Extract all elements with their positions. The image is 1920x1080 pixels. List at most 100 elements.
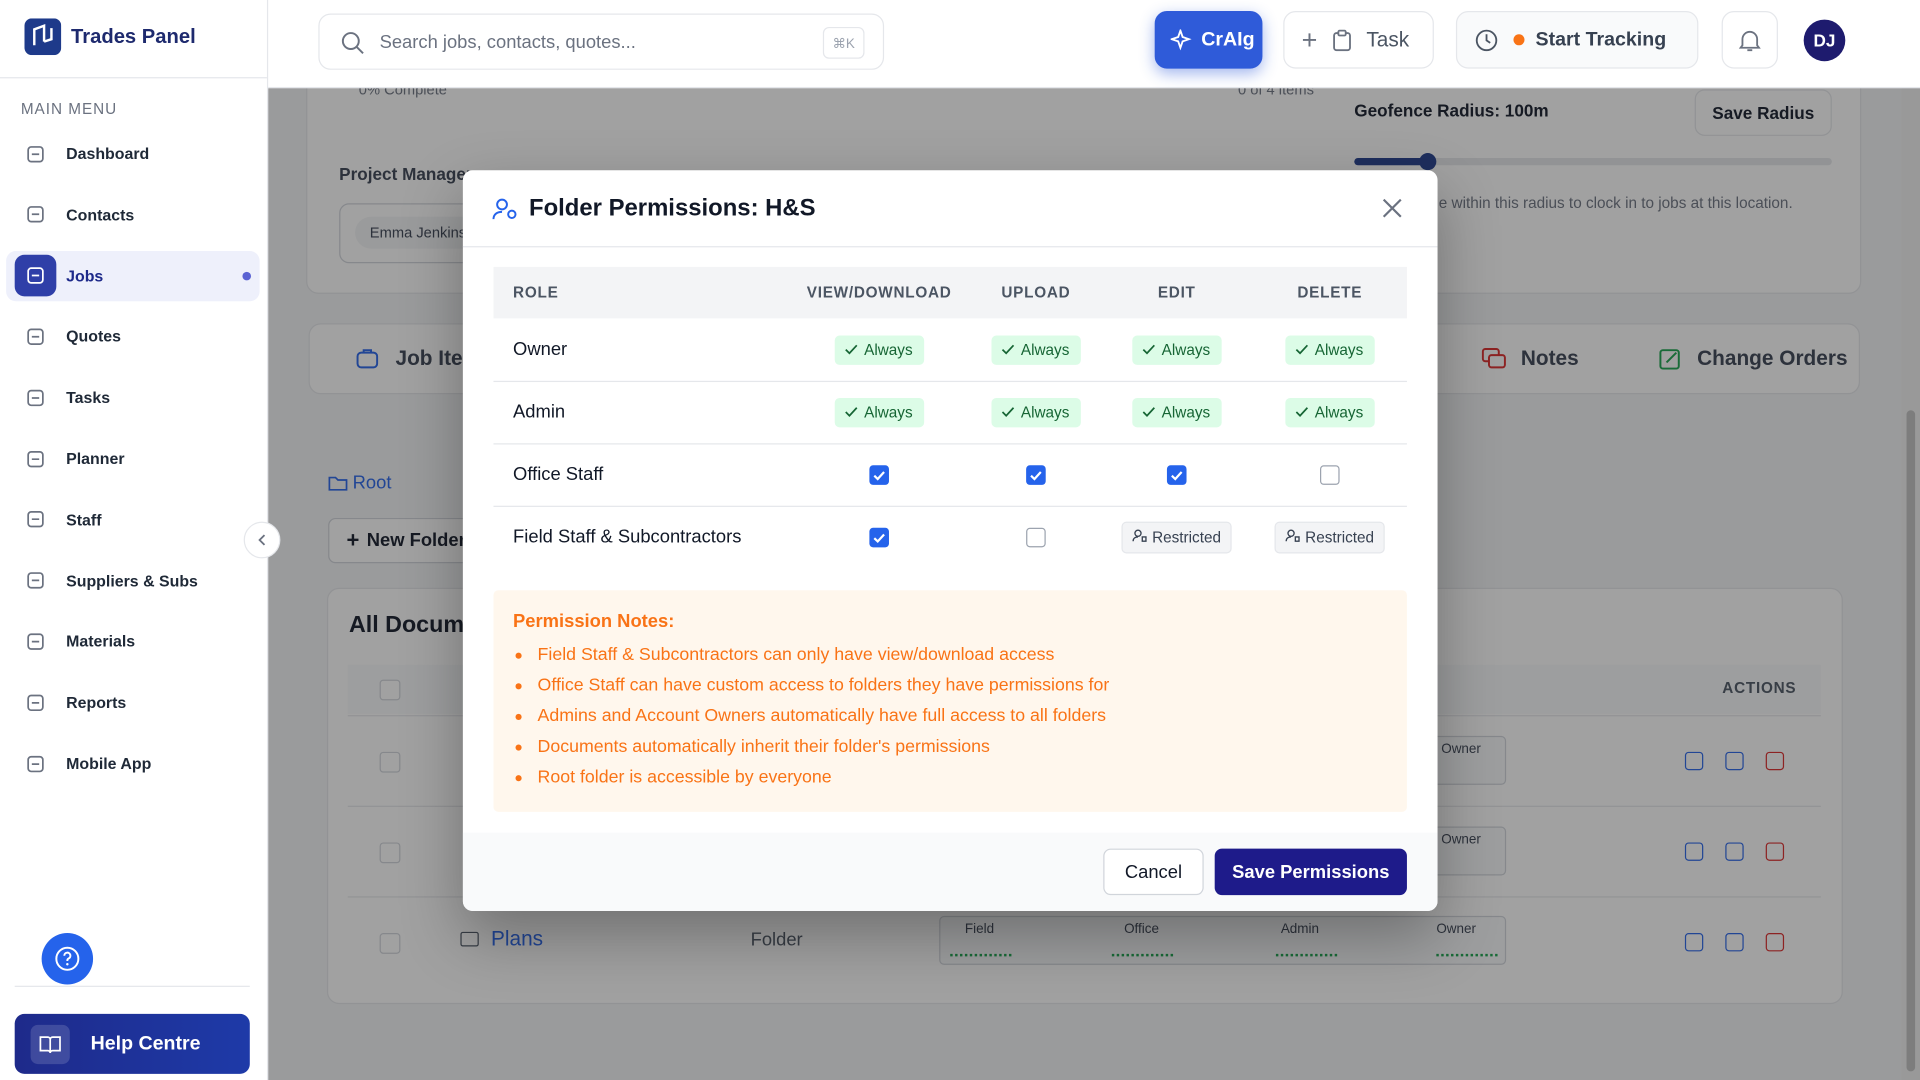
notifications-button[interactable] <box>1721 11 1778 69</box>
avatar[interactable]: DJ <box>1803 19 1846 62</box>
table-header <box>493 266 1407 319</box>
note-text: Root folder is accessible by everyone <box>537 767 832 788</box>
row-action[interactable] <box>1725 933 1744 952</box>
row-action[interactable] <box>1725 751 1744 771</box>
row-checkbox[interactable] <box>379 751 401 773</box>
start-tracking-button[interactable]: Start Tracking <box>1455 11 1699 69</box>
tab[interactable]: Change Orders <box>1697 346 1848 370</box>
tab[interactable]: Notes <box>1520 346 1579 370</box>
permission-checkbox[interactable] <box>869 464 889 485</box>
nav-label: Suppliers & Subs <box>66 571 198 590</box>
row-checkbox[interactable] <box>379 842 401 864</box>
top-bar: Search jobs, contacts, quotes... ⌘K CrAI… <box>266 0 1920 89</box>
nav-icon <box>27 145 44 162</box>
permissions-table: ROLE VIEW/DOWNLOAD UPLOAD EDIT DELETE Owner Al… <box>493 266 1407 569</box>
row-checkbox[interactable] <box>379 933 401 954</box>
column-header: ROLE <box>513 284 559 302</box>
nav-item[interactable]: Materials <box>6 616 259 666</box>
nav-item[interactable]: Tasks <box>6 372 259 422</box>
permissions-modal: Folder Permissions: H&S ROLE VIEW/DOWNLOA… <box>462 170 1438 912</box>
radius-slider[interactable] <box>1354 153 1832 171</box>
nav-icon-wrap <box>15 560 57 602</box>
permission-strip: Field Office Admin Owner <box>939 915 1507 965</box>
user-lock-icon <box>1285 528 1300 542</box>
active-dot <box>242 271 252 280</box>
badge-label: Always <box>864 341 913 359</box>
nav-item[interactable]: Dashboard <box>6 129 259 179</box>
permission-checkbox[interactable] <box>869 527 889 547</box>
nav-icon-wrap <box>15 682 57 724</box>
plus-icon: + <box>346 527 360 553</box>
permission-checkbox[interactable] <box>1320 464 1340 485</box>
always-badge: Always <box>834 334 924 365</box>
project-manager-label: Project Manager <box>339 164 473 184</box>
nav-label: Dashboard <box>66 144 150 163</box>
permission-checkbox[interactable] <box>1026 464 1046 485</box>
row-folder-icon <box>460 931 479 947</box>
nav-icon <box>27 633 44 650</box>
divider <box>0 77 267 79</box>
row-action[interactable] <box>1684 933 1704 952</box>
row-divider <box>493 380 1407 383</box>
nav-icon <box>27 206 44 223</box>
permission-checkbox[interactable] <box>1026 527 1046 547</box>
save-radius-button[interactable]: Save Radius <box>1694 89 1832 136</box>
chevron-icon <box>258 534 266 546</box>
row-action[interactable] <box>1765 751 1785 771</box>
craig-button[interactable]: CrAIg <box>1154 11 1263 69</box>
row-type: Folder <box>750 929 803 951</box>
task-button[interactable]: + Task <box>1283 11 1434 69</box>
nav-item[interactable]: Planner <box>6 433 259 483</box>
breadcrumb-root[interactable]: Root <box>352 472 392 494</box>
nav-item[interactable]: Suppliers & Subs <box>6 555 259 605</box>
note-bullet <box>515 744 522 751</box>
nav-item[interactable]: Mobile App <box>6 738 259 788</box>
strip-role: Owner <box>1436 922 1477 937</box>
slider-thumb[interactable] <box>1419 153 1437 171</box>
strip-role: Admin <box>1280 922 1320 937</box>
help-centre-button[interactable]: Help Centre <box>14 1013 250 1074</box>
nav-icon <box>27 694 44 711</box>
close-button[interactable] <box>1382 198 1402 218</box>
nav-icon-wrap <box>15 194 57 236</box>
row-action[interactable] <box>1684 842 1704 861</box>
permission-checkbox[interactable] <box>1166 464 1187 485</box>
nav-icon-wrap <box>14 254 57 297</box>
scrollbar-thumb[interactable] <box>1906 410 1916 1072</box>
manager-chip: Emma Jenkins <box>355 216 481 249</box>
collapse-button[interactable] <box>243 521 281 559</box>
row-action[interactable] <box>1684 751 1704 771</box>
cancel-button[interactable]: Cancel <box>1103 848 1204 896</box>
help-fab[interactable] <box>41 933 94 985</box>
nav-label: Contacts <box>66 205 135 224</box>
check-icon <box>1142 406 1155 417</box>
nav-icon <box>27 572 44 589</box>
geofence-label: Geofence Radius: 100m <box>1354 100 1549 120</box>
nav-label: Tasks <box>66 388 111 407</box>
row-action[interactable] <box>1725 842 1744 861</box>
nav-item[interactable]: Staff <box>6 494 259 544</box>
nav-icon <box>27 328 44 345</box>
row-action[interactable] <box>1765 933 1785 952</box>
nav-item[interactable]: Contacts <box>6 190 259 240</box>
nav-item[interactable]: Quotes <box>6 311 259 361</box>
search-box[interactable]: Search jobs, contacts, quotes... ⌘K <box>318 13 885 70</box>
nav-item[interactable]: Reports <box>6 677 259 727</box>
book-icon <box>39 1035 61 1053</box>
always-badge: Always <box>991 397 1081 427</box>
row-name[interactable]: Plans <box>491 926 544 951</box>
book-icon-wrap <box>30 1024 70 1064</box>
badge-label: Restricted <box>1305 528 1375 546</box>
geofence-note: e within this radius to clock in to jobs… <box>1438 194 1793 212</box>
nav-label: Quotes <box>66 327 121 346</box>
row-action[interactable] <box>1765 842 1785 861</box>
save-permissions-button[interactable]: Save Permissions <box>1214 848 1407 896</box>
select-all[interactable] <box>379 679 401 701</box>
badge-label: Always <box>1314 403 1364 421</box>
nav-item[interactable]: Jobs <box>6 250 260 301</box>
scrollbar <box>1901 0 1920 1080</box>
plus-icon: + <box>1301 23 1318 55</box>
manager-select[interactable]: Emma Jenkins <box>339 203 587 264</box>
tab-icon <box>1659 349 1680 370</box>
